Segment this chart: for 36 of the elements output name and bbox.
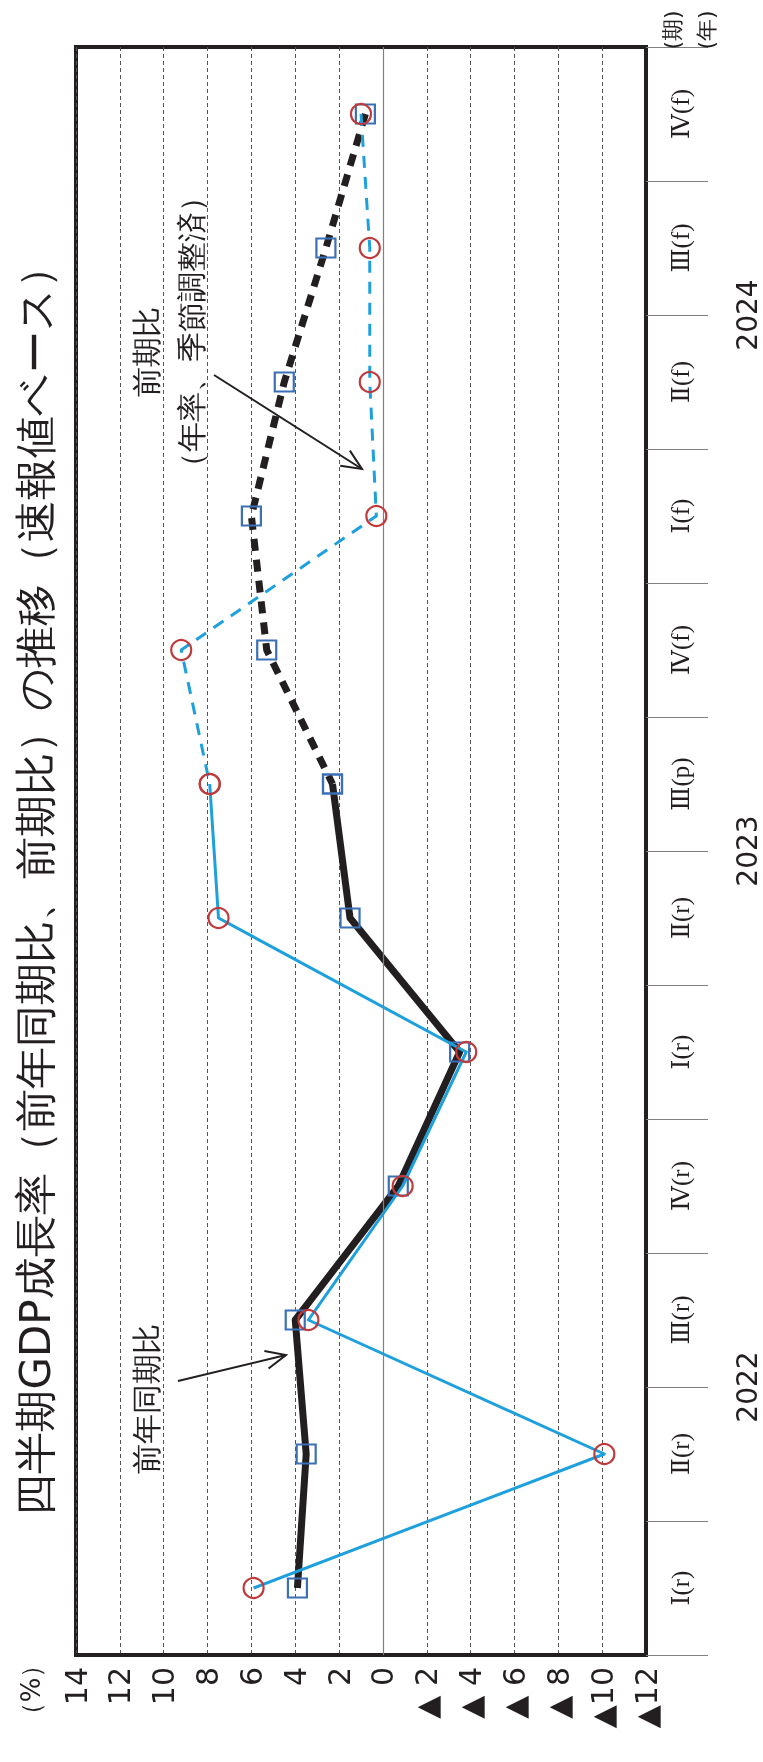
y-tick-label: Ⅲ(p) xyxy=(667,757,695,811)
y-tick-label: Ⅱ(r) xyxy=(667,897,695,939)
x-tick-label: 8 xyxy=(190,1667,226,1687)
text: 四半期GDP成長率（前年同期比、前期比）の推移（速報値ベース） xyxy=(10,246,60,1516)
x-tick-label: 6 xyxy=(233,1667,269,1687)
x-tick-label: 0 xyxy=(365,1667,401,1687)
y-tick-label: Ⅳ(f) xyxy=(667,89,695,139)
x-tick-label: 14 xyxy=(58,1667,94,1706)
x-tick-label: 12 xyxy=(102,1667,138,1706)
text: （%） xyxy=(16,1651,46,1729)
x-tick-label: ▲ 8 xyxy=(540,1667,576,1719)
y-tick-label: Ⅲ(f) xyxy=(667,223,695,273)
text: 2023 xyxy=(730,815,763,887)
annotation: 前年同期比 xyxy=(128,1324,164,1474)
annotation: （年率、季節調整済） xyxy=(173,182,209,482)
y-tick-label: Ⅳ(r) xyxy=(667,1161,695,1211)
x-tick-label: 10 xyxy=(146,1667,182,1706)
text: 2024 xyxy=(730,279,763,351)
y-tick-label: Ⅱ(r) xyxy=(667,1433,695,1475)
x-tick-label: ▲ 4 xyxy=(453,1667,489,1719)
text: 2022 xyxy=(730,1351,763,1423)
text: (年) xyxy=(693,10,719,50)
y-tick-label: Ⅰ(r) xyxy=(667,1570,695,1606)
y-tick-label: Ⅳ(f) xyxy=(667,625,695,675)
x-tick-label: ▲ 2 xyxy=(409,1667,445,1719)
x-tick-label: 4 xyxy=(277,1667,313,1687)
y-tick-label: Ⅰ(r) xyxy=(667,1034,695,1070)
x-tick-label: 2 xyxy=(321,1667,357,1687)
x-tick-label: ▲10 xyxy=(584,1667,620,1729)
x-tick-label: ▲ 6 xyxy=(496,1667,532,1719)
y-axis-title: (期) xyxy=(659,10,685,50)
x-tick-label: ▲12 xyxy=(628,1667,664,1729)
y-tick-label: Ⅰ(f) xyxy=(667,498,695,534)
y-tick-label: Ⅲ(r) xyxy=(667,1295,695,1345)
annotation: 前期比 xyxy=(128,307,164,397)
y-tick-label: Ⅱ(f) xyxy=(667,361,695,403)
